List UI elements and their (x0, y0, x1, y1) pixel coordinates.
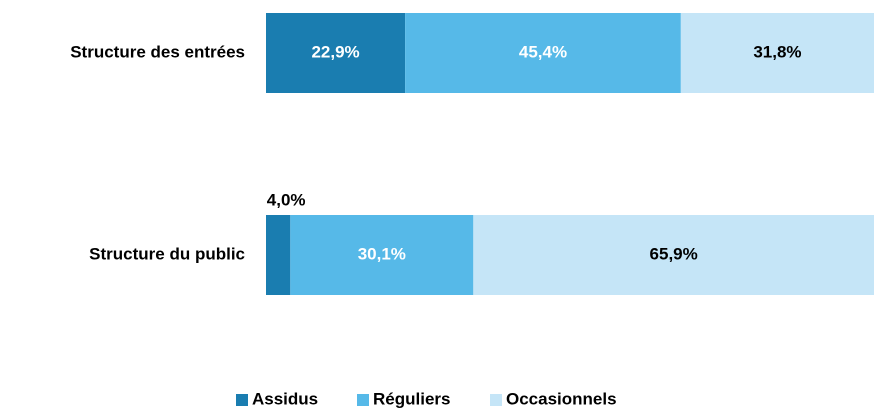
legend-swatch (236, 394, 248, 406)
category-label: Structure des entrées (70, 42, 245, 61)
legend-label: Occasionnels (506, 389, 617, 408)
value-label: 65,9% (650, 244, 698, 263)
bar-segment (680, 13, 874, 93)
category-label: Structure du public (89, 244, 245, 263)
value-label: 4,0% (267, 190, 306, 209)
legend-label: Réguliers (373, 389, 450, 408)
bar-segment (290, 215, 474, 295)
value-label: 31,8% (753, 42, 801, 61)
bar-segment (473, 215, 874, 295)
value-label: 45,4% (519, 42, 567, 61)
legend-swatch (357, 394, 369, 406)
bar-segment (405, 13, 681, 93)
value-label: 30,1% (358, 244, 406, 263)
bar-segment (266, 215, 291, 295)
legend-swatch (490, 394, 502, 406)
value-label: 22,9% (311, 42, 359, 61)
bar-segment (266, 13, 406, 93)
legend-label: Assidus (252, 389, 318, 408)
